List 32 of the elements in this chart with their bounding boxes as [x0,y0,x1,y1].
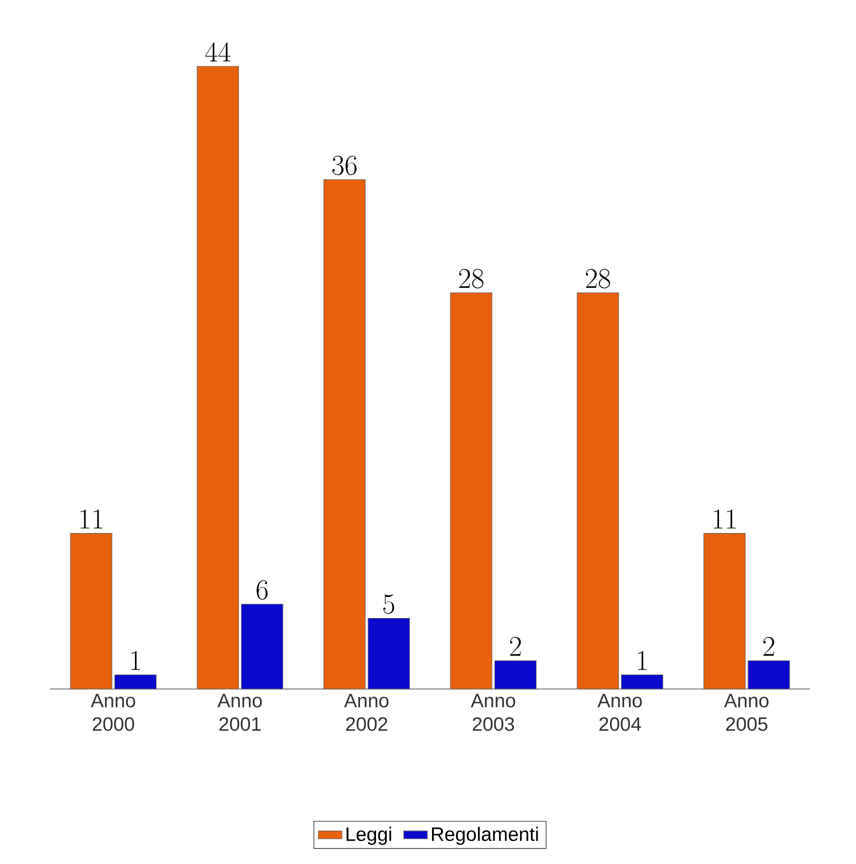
data-label: 2 [763,636,774,656]
data-label: 28 [586,268,610,288]
bar [576,292,619,690]
bar [704,533,746,690]
legend-label: Regolamenti [432,826,538,845]
bar [114,674,157,690]
data-label: 2 [510,636,521,656]
data-label: 11 [714,509,736,528]
bar [621,674,664,690]
x-tick-label: Anno 2000 [90,694,136,731]
data-label: 28 [459,268,484,288]
data-label: 44 [205,42,230,62]
bar [241,604,284,690]
data-label: 36 [332,156,357,176]
data-label: 6 [256,580,268,600]
bar [196,66,239,690]
data-label: 1 [638,650,647,670]
bar [450,292,492,690]
bar [748,660,790,690]
legend-label: Leggi [346,826,392,845]
data-label: 1 [131,650,140,670]
x-tick-label: Anno 2004 [597,694,642,731]
x-tick-label: Anno 2002 [344,694,388,731]
data-label: 5 [383,594,394,614]
x-tick-label: Anno 2005 [724,694,768,731]
bar [70,533,112,690]
bar [323,179,366,690]
data-label: 11 [80,509,102,528]
x-tick-label: Anno 2003 [470,694,516,731]
x-tick-label: Anno 2001 [217,694,262,731]
bar [368,618,410,690]
bar [494,660,537,690]
